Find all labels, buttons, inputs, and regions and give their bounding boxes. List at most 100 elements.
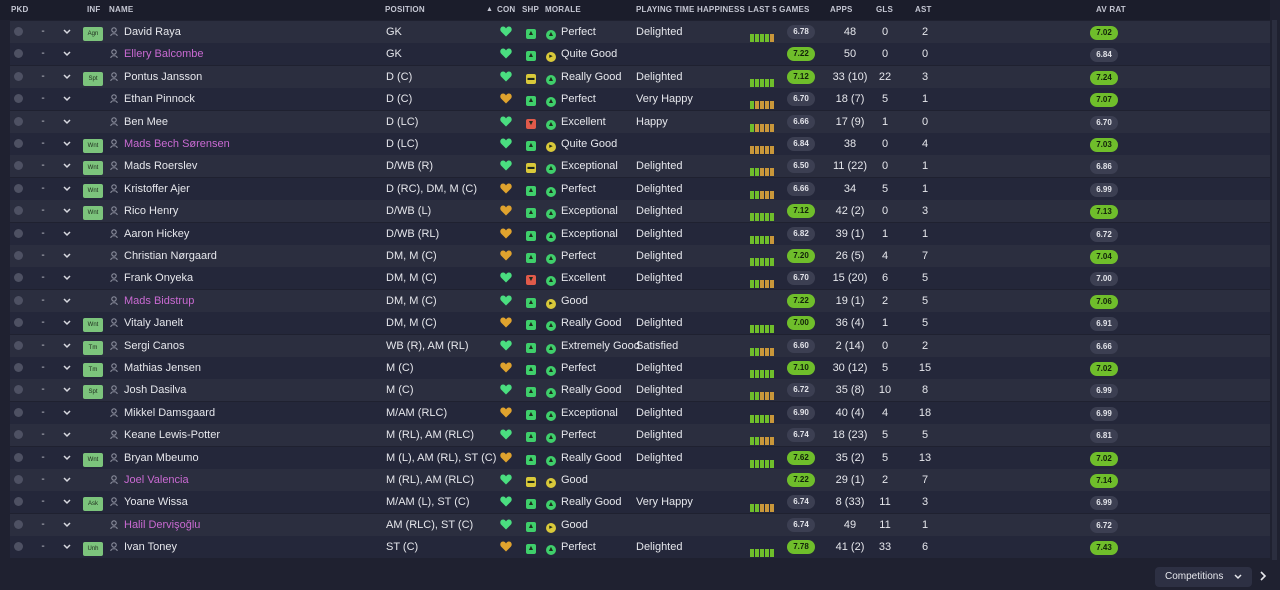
col-header-apps[interactable]: APPS <box>830 5 853 14</box>
selection-dropdown[interactable] <box>60 447 74 469</box>
player-name-cell[interactable]: Frank Onyeka <box>110 267 193 289</box>
player-name-cell[interactable]: Ellery Balcombe <box>110 43 203 65</box>
table-row[interactable]: - Ethan Pinnock D (C) ▲ ▲ Perfect Very Ha… <box>10 88 1270 111</box>
table-row[interactable]: - Keane Lewis-Potter M (RL), AM (RLC) ▲ … <box>10 424 1270 447</box>
selection-dropdown[interactable] <box>60 514 74 536</box>
selection-dropdown[interactable] <box>60 133 74 155</box>
player-name-cell[interactable]: Vitaly Janelt <box>110 312 183 334</box>
selection-dropdown[interactable] <box>60 469 74 491</box>
picked-toggle[interactable] <box>10 245 27 267</box>
table-row[interactable]: - Agn David Raya GK ▲ ▲ Perfect Delighted… <box>10 21 1270 43</box>
player-name[interactable]: Ben Mee <box>124 115 169 128</box>
player-name-cell[interactable]: Ben Mee <box>110 111 168 133</box>
selection-dropdown[interactable] <box>60 66 74 88</box>
col-header-last-5-games[interactable]: LAST 5 GAMES <box>748 5 810 14</box>
info-badge[interactable]: Wnt <box>83 452 103 467</box>
selection-dropdown[interactable] <box>60 21 74 43</box>
picked-toggle[interactable] <box>10 357 27 379</box>
picked-toggle[interactable] <box>10 178 27 200</box>
player-name[interactable]: Bryan Mbeumo <box>124 451 199 464</box>
info-badge[interactable]: Unh <box>83 542 103 557</box>
picked-toggle[interactable] <box>10 267 27 289</box>
col-header-ast[interactable]: AST <box>915 5 932 14</box>
table-row[interactable]: - Spt Pontus Jansson D (C) ▬ ▲ Really Goo… <box>10 65 1270 88</box>
picked-toggle[interactable] <box>10 88 27 110</box>
table-row[interactable]: - Spt Josh Dasilva M (C) ▲ ▲ Really Good … <box>10 379 1270 402</box>
picked-toggle[interactable] <box>10 111 27 133</box>
table-row[interactable]: - Wnt Kristoffer Ajer D (RC), DM, M (C) … <box>10 177 1270 200</box>
player-name-cell[interactable]: Halil Dervişoğlu <box>110 514 200 536</box>
picked-toggle[interactable] <box>10 491 27 513</box>
player-name-cell[interactable]: Aaron Hickey <box>110 223 189 245</box>
player-name[interactable]: Keane Lewis-Potter <box>124 429 220 442</box>
player-name[interactable]: Mathias Jensen <box>124 362 202 374</box>
picked-toggle[interactable] <box>10 536 27 558</box>
info-badge[interactable]: Ask <box>83 497 103 512</box>
selection-dropdown[interactable] <box>60 379 74 401</box>
player-name-cell[interactable]: Sergi Canos <box>110 335 185 357</box>
competitions-dropdown[interactable]: Competitions <box>1155 567 1252 587</box>
picked-toggle[interactable] <box>10 133 27 155</box>
selection-dropdown[interactable] <box>60 267 74 289</box>
info-badge[interactable]: Agn <box>83 27 103 41</box>
selection-dropdown[interactable] <box>60 43 74 65</box>
player-name-cell[interactable]: Mads Roerslev <box>110 155 197 177</box>
info-badge[interactable]: Wnt <box>83 139 103 153</box>
player-name[interactable]: Mads Roerslev <box>124 160 198 173</box>
selection-dropdown[interactable] <box>60 357 74 379</box>
player-name-cell[interactable]: Ethan Pinnock <box>110 88 195 110</box>
col-header-position[interactable]: POSITION <box>385 5 425 14</box>
col-header-name[interactable]: NAME <box>109 5 134 14</box>
col-header-shp[interactable]: SHP <box>522 5 540 14</box>
info-badge[interactable]: Wnt <box>83 161 103 176</box>
table-row[interactable]: - Ben Mee D (LC) ▼ ▲ Excellent Happy 6.66… <box>10 110 1270 133</box>
picked-toggle[interactable] <box>10 66 27 88</box>
table-row[interactable]: - Christian Nørgaard DM, M (C) ▲ ▲ Perfec… <box>10 245 1270 267</box>
selection-dropdown[interactable] <box>60 424 74 446</box>
table-row[interactable]: - Wnt Mads Roerslev D/WB (R) ▬ ▲ Exceptio… <box>10 155 1270 178</box>
picked-toggle[interactable] <box>10 155 27 177</box>
table-row[interactable]: - Tm Sergi Canos WB (R), AM (RL) ▲ ▲ Extr… <box>10 334 1270 357</box>
col-header-gls[interactable]: GLS <box>876 5 894 14</box>
player-name[interactable]: Ethan Pinnock <box>124 93 195 106</box>
picked-toggle[interactable] <box>10 447 27 469</box>
table-row[interactable]: - Halil Dervişoğlu AM (RLC), ST (C) ▲ ▸ G… <box>10 513 1270 536</box>
player-name-cell[interactable]: Bryan Mbeumo <box>110 447 199 469</box>
table-row[interactable]: - Ellery Balcombe GK ▲ ▸ Quite Good 7.22 … <box>10 43 1270 66</box>
picked-toggle[interactable] <box>10 21 27 43</box>
picked-toggle[interactable] <box>10 200 27 222</box>
selection-dropdown[interactable] <box>60 200 74 222</box>
player-name[interactable]: David Raya <box>124 26 181 38</box>
selection-dropdown[interactable] <box>60 88 74 110</box>
picked-toggle[interactable] <box>10 312 27 334</box>
table-row[interactable]: - Mads Bidstrup DM, M (C) ▲ ▸ Good 7.22 1… <box>10 289 1270 312</box>
player-name-cell[interactable]: Mads Bech Sørensen <box>110 133 230 155</box>
player-name[interactable]: Rico Henry <box>124 205 179 218</box>
player-name[interactable]: Josh Dasilva <box>124 384 187 397</box>
table-row[interactable]: - Unh Ivan Toney ST (C) ▲ ▲ Perfect Delig… <box>10 536 1270 559</box>
picked-toggle[interactable] <box>10 424 27 446</box>
player-name-cell[interactable]: Mathias Jensen <box>110 357 201 379</box>
player-name[interactable]: Sergi Canos <box>124 339 185 352</box>
info-badge[interactable]: Wnt <box>83 206 103 221</box>
player-name[interactable]: Christian Nørgaard <box>124 250 217 262</box>
picked-toggle[interactable] <box>10 335 27 357</box>
selection-dropdown[interactable] <box>60 491 74 513</box>
player-name[interactable]: Halil Dervişoğlu <box>124 518 201 531</box>
info-badge[interactable]: Spt <box>83 71 103 86</box>
selection-dropdown[interactable] <box>60 335 74 357</box>
player-name[interactable]: Ivan Toney <box>124 541 178 554</box>
player-name-cell[interactable]: David Raya <box>110 21 181 43</box>
info-badge[interactable]: Tm <box>83 363 103 377</box>
player-name-cell[interactable]: Joel Valencia <box>110 469 189 491</box>
info-badge[interactable]: Wnt <box>83 183 103 198</box>
picked-toggle[interactable] <box>10 223 27 245</box>
info-badge[interactable]: Wnt <box>83 318 103 333</box>
selection-dropdown[interactable] <box>60 155 74 177</box>
player-name[interactable]: Joel Valencia <box>124 474 189 486</box>
player-name[interactable]: Pontus Jansson <box>124 70 203 83</box>
picked-toggle[interactable] <box>10 514 27 536</box>
player-name-cell[interactable]: Josh Dasilva <box>110 379 186 401</box>
player-name[interactable]: Vitaly Janelt <box>124 317 184 330</box>
table-row[interactable]: - Ask Yoane Wissa M/AM (L), ST (C) ▲ ▲ Re… <box>10 491 1270 514</box>
